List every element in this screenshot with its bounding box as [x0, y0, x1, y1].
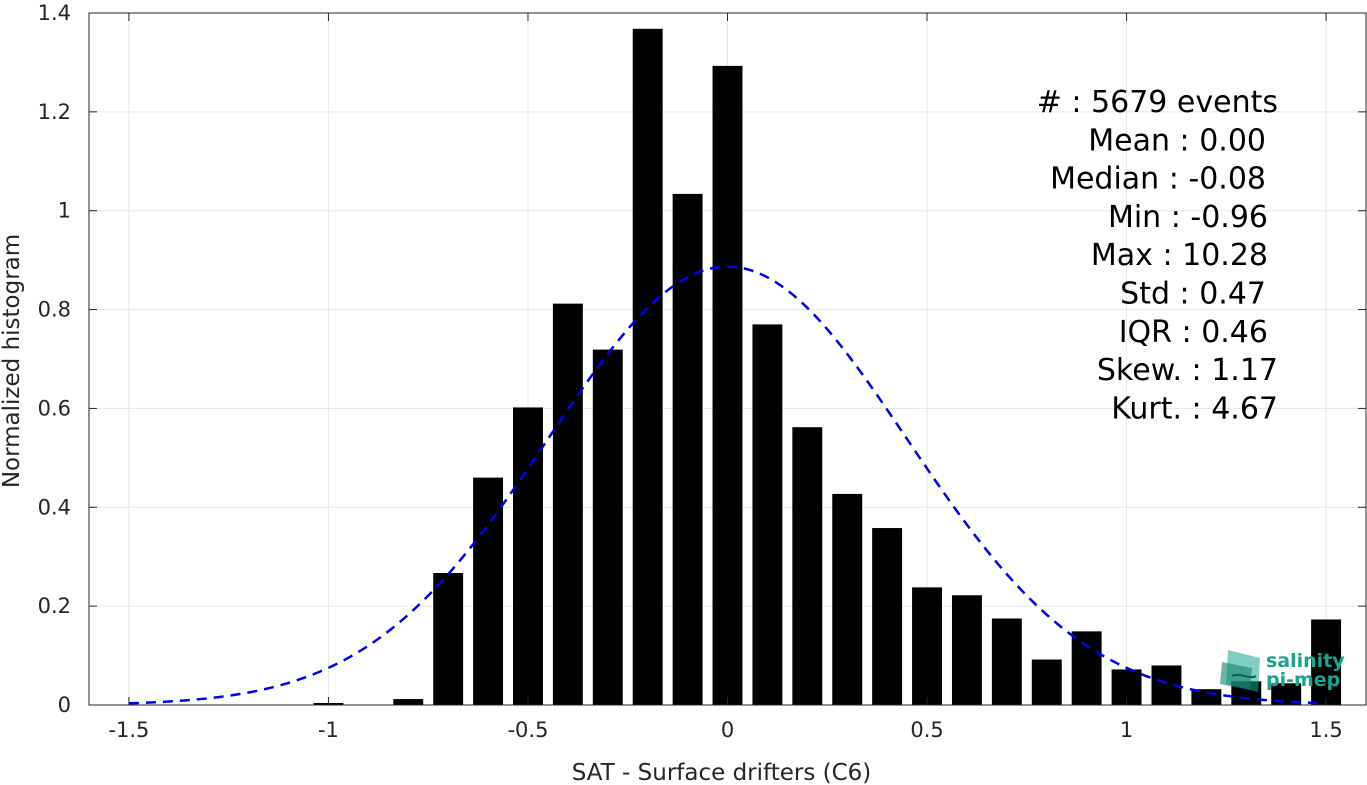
x-tick-label: 1.5: [1309, 718, 1342, 742]
histogram-bar: [872, 528, 902, 705]
stat-line: Min : -0.96: [1108, 200, 1268, 235]
histogram-bar: [433, 573, 463, 705]
histogram-chart: -1.5 -1 -0.5 0 0.5 1 1.5 0 0.2 0.4 0.6 0.8 1 1.2 1.4 S…: [0, 0, 1367, 785]
stat-line: # : 5679 events: [1037, 85, 1278, 120]
y-tick-label: 0.2: [38, 594, 71, 618]
y-tick-label: 1.2: [38, 100, 71, 124]
stat-line: Std : 0.47: [1120, 277, 1266, 312]
x-tick-label: 0: [721, 718, 734, 742]
stat-line: Max : 10.28: [1091, 238, 1268, 273]
histogram-bar: [713, 66, 743, 705]
histogram-bar: [952, 595, 982, 705]
histogram-bar: [912, 587, 942, 705]
x-tick-label: 1: [1120, 718, 1133, 742]
histogram-bar: [832, 494, 862, 705]
histogram-bar: [752, 324, 782, 705]
salinity-pi-mep-logo: salinity pi-mep: [1220, 650, 1345, 692]
histogram-bar: [673, 194, 703, 705]
y-tick-label: 0.6: [38, 396, 71, 420]
histogram-bar: [992, 619, 1022, 706]
y-tick-label: 1: [58, 199, 71, 223]
histogram-bar: [553, 304, 583, 705]
histogram-bar: [593, 350, 623, 705]
logo-text-pi-mep: pi-mep: [1266, 669, 1340, 691]
stat-line: Skew. : 1.17: [1097, 353, 1278, 388]
y-tick-label: 0: [58, 693, 71, 717]
stat-line: Kurt. : 4.67: [1111, 391, 1278, 426]
stat-line: Median : -0.08: [1050, 162, 1266, 197]
x-tick-label: -1: [318, 718, 339, 742]
x-tick-label: -0.5: [507, 718, 548, 742]
histogram-bar: [473, 478, 503, 705]
y-tick-label: 1.4: [38, 1, 71, 25]
histogram-bar: [513, 407, 543, 705]
histogram-bar: [633, 29, 663, 705]
stat-line: Mean : 0.00: [1088, 123, 1266, 158]
x-tick-label: 0.5: [910, 718, 943, 742]
histogram-bar: [792, 427, 822, 705]
y-axis-label: Normalized histogram: [0, 234, 25, 488]
y-tick-label: 0.8: [38, 298, 71, 322]
histogram-bar: [393, 699, 423, 705]
histogram-bar: [1032, 660, 1062, 705]
histogram-bar: [1072, 631, 1102, 705]
y-tick-label: 0.4: [38, 495, 71, 519]
stat-line: IQR : 0.46: [1119, 315, 1268, 350]
x-tick-label: -1.5: [108, 718, 149, 742]
x-axis-label: SAT - Surface drifters (C6): [572, 760, 872, 785]
